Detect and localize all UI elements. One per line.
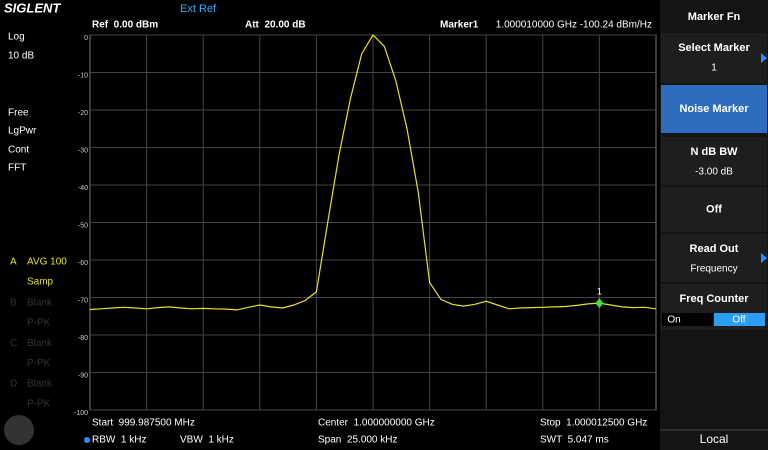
toggle-label: Off bbox=[732, 315, 745, 326]
softkey-label: Read Out bbox=[690, 243, 739, 255]
trace-mode: AVG 100 bbox=[27, 257, 67, 268]
trace-mode: Blank bbox=[27, 379, 53, 390]
trace bbox=[89, 34, 657, 311]
rbw-indicator bbox=[84, 437, 90, 443]
trace-letter: B bbox=[10, 297, 17, 308]
softkey[interactable] bbox=[661, 234, 767, 282]
softkey-title: Marker Fn bbox=[688, 11, 741, 23]
softkey-value: 1 bbox=[711, 63, 717, 74]
detector: LgPwr bbox=[8, 126, 37, 137]
trigger: Free bbox=[8, 108, 29, 119]
softkey-value: Frequency bbox=[690, 264, 737, 275]
scale-div: 10 dB bbox=[8, 51, 34, 62]
y-tick-label: -100 bbox=[74, 410, 88, 417]
start-freq: Start 999.987500 MHz bbox=[92, 418, 195, 429]
toggle-option[interactable] bbox=[662, 313, 713, 326]
sweep-type: FFT bbox=[8, 163, 26, 174]
y-tick-label: -10 bbox=[78, 72, 88, 79]
trace-mode: Blank bbox=[27, 297, 53, 308]
ref-source: Ext Ref bbox=[180, 3, 217, 15]
y-tick-label: -50 bbox=[78, 222, 88, 229]
stop-freq: Stop 1.000012500 GHz bbox=[540, 418, 647, 429]
trace-detector: Samp bbox=[27, 277, 54, 288]
softkey-label: N dB BW bbox=[690, 146, 738, 158]
y-tick-label: -30 bbox=[78, 147, 88, 154]
trace-letter: D bbox=[10, 379, 17, 390]
y-tick-label: -60 bbox=[78, 260, 88, 267]
trace-detector: P-PK bbox=[27, 399, 51, 410]
softkey[interactable] bbox=[661, 137, 767, 185]
trace-letter: A bbox=[10, 257, 17, 268]
scale-type: Log bbox=[8, 32, 25, 43]
attenuation: Att 20.00 dB bbox=[245, 20, 306, 31]
sweep-time: SWT 5.047 ms bbox=[540, 435, 609, 446]
softkey[interactable] bbox=[661, 33, 767, 83]
y-tick-label: -20 bbox=[78, 110, 88, 117]
softkey-label: Freq Counter bbox=[679, 293, 749, 305]
softkey[interactable] bbox=[661, 85, 767, 133]
marker-label: 1 bbox=[597, 287, 602, 297]
center-freq: Center 1.000000000 GHz bbox=[318, 418, 435, 429]
toggle-label: On bbox=[667, 315, 680, 326]
submenu-arrow bbox=[761, 253, 767, 263]
ref-level: Ref 0.00 dBm bbox=[92, 20, 158, 31]
vbw: VBW 1 kHz bbox=[180, 435, 234, 446]
marker-readout: 1.000010000 GHz -100.24 dBm/Hz bbox=[496, 20, 652, 31]
span: Span 25.000 kHz bbox=[318, 435, 398, 446]
marker-name: Marker1 bbox=[440, 20, 479, 31]
menu-icon[interactable] bbox=[4, 415, 34, 445]
y-tick-label: 0 bbox=[84, 35, 88, 42]
softkey-label: Off bbox=[706, 203, 722, 215]
rbw: RBW 1 kHz bbox=[92, 435, 146, 446]
y-tick-label: -40 bbox=[78, 185, 88, 192]
trace-detector: P-PK bbox=[27, 317, 51, 328]
toggle-option[interactable] bbox=[714, 313, 765, 326]
y-tick-label: -80 bbox=[78, 335, 88, 342]
softkey-value: -3.00 dB bbox=[695, 167, 733, 178]
softkey-label: Noise Marker bbox=[679, 103, 749, 115]
marker bbox=[595, 298, 604, 309]
trace-letter: C bbox=[10, 338, 17, 349]
submenu-arrow bbox=[761, 53, 767, 63]
sweep-mode: Cont bbox=[8, 145, 29, 156]
y-tick-label: -90 bbox=[78, 372, 88, 379]
logo: SIGLENT bbox=[4, 0, 61, 15]
softkey[interactable] bbox=[661, 187, 767, 232]
status: Local bbox=[700, 432, 729, 446]
y-tick-label: -70 bbox=[78, 297, 88, 304]
trace-mode: Blank bbox=[27, 338, 53, 349]
softkey-label: Select Marker bbox=[678, 42, 750, 54]
trace-detector: P-PK bbox=[27, 358, 51, 369]
